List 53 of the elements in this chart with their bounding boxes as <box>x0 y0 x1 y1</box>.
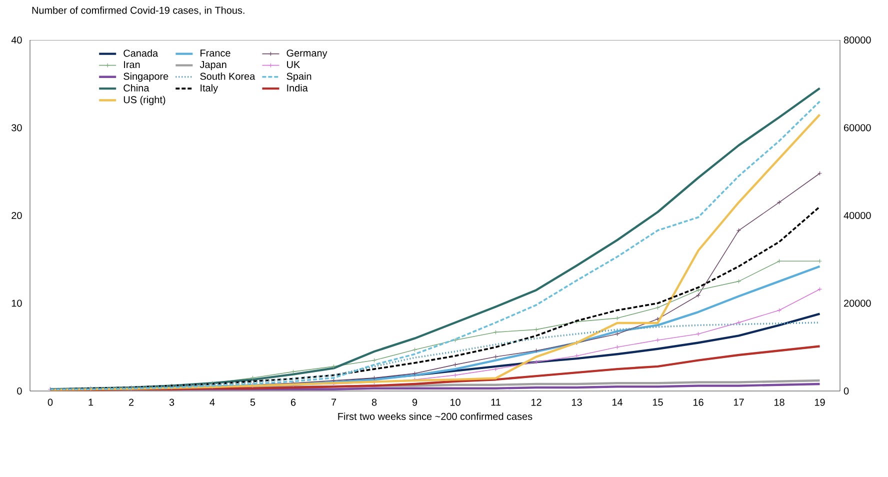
x-tick-label: 1 <box>88 398 94 406</box>
legend-label: South Korea <box>200 72 256 80</box>
y2-tick-label: 80000 <box>844 36 871 44</box>
legend-label: France <box>200 50 230 57</box>
y2-tick-label: 40000 <box>844 212 871 220</box>
legend-label: UK <box>287 61 300 68</box>
legend-label: Iran <box>124 61 140 68</box>
point <box>696 332 701 336</box>
x-tick-label: 3 <box>169 398 174 406</box>
x-tick-label: 10 <box>450 398 460 406</box>
x-tick-label: 8 <box>372 398 377 406</box>
legend-label: Canada <box>124 49 158 57</box>
x-tick-label: 5 <box>250 398 256 406</box>
x-tick-label: 0 <box>48 398 53 406</box>
y2-tick-label: 0 <box>844 387 849 395</box>
point <box>614 332 620 336</box>
point <box>736 320 742 325</box>
point <box>493 366 498 372</box>
legend-label: China <box>124 84 150 92</box>
x-axis-title: First two weeks since ~200 confirmed cases <box>338 412 532 420</box>
legend-label: Italy <box>200 84 218 94</box>
x-tick-label: 9 <box>412 398 418 406</box>
x-tick-label: 7 <box>332 398 336 406</box>
legend-label: Japan <box>200 61 226 70</box>
x-tick-label: 2 <box>128 398 134 406</box>
legend-label: Germany <box>286 50 328 59</box>
x-tick-label: 14 <box>612 398 623 406</box>
x-tick-label: 15 <box>652 398 663 406</box>
y-tick-label: 0 <box>17 387 22 395</box>
x-tick-label: 11 <box>491 398 500 406</box>
y-tick-label: 20 <box>12 212 22 220</box>
point <box>534 327 539 332</box>
x-tick-label: 4 <box>210 398 215 406</box>
legend-label: US (right) <box>124 96 166 106</box>
legend-label: Spain <box>286 72 312 82</box>
y-tick-label: 30 <box>12 124 22 132</box>
chart-title: Number of comfirmed Covid-19 cases, in Thous. <box>32 6 244 16</box>
x-tick-label: 19 <box>814 398 825 406</box>
x-tick-label: 6 <box>290 398 296 406</box>
legend-label: India <box>287 84 308 92</box>
x-tick-label: 13 <box>572 398 582 406</box>
y-tick-label: 10 <box>12 300 22 307</box>
x-tick-label: 12 <box>531 398 542 406</box>
y-tick-label: 40 <box>11 36 22 44</box>
x-tick-label: 16 <box>693 398 704 406</box>
x-tick-label: 17 <box>734 398 744 406</box>
x-tick-label: 18 <box>774 398 784 406</box>
point <box>412 371 418 376</box>
y2-tick-label: 60000 <box>844 124 871 132</box>
legend-label: Singapore <box>124 72 168 82</box>
point <box>331 364 336 369</box>
y2-tick-label: 20000 <box>844 300 871 307</box>
point <box>534 360 539 364</box>
